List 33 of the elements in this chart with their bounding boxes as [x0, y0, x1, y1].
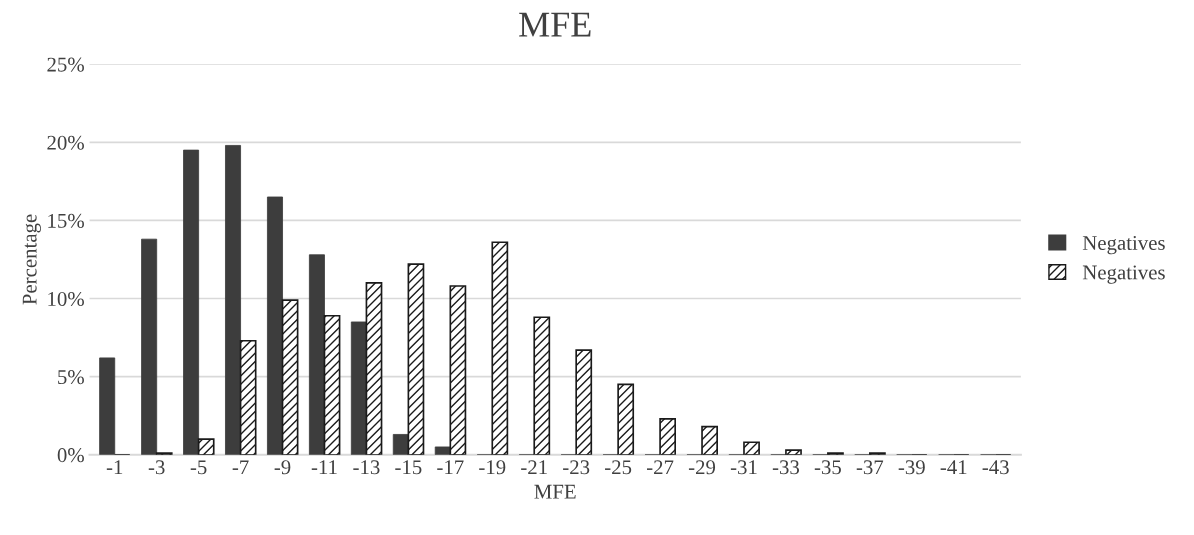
x-tick-label: -17	[437, 460, 464, 475]
x-tick-label: -35	[814, 460, 841, 475]
x-tick-label: -9	[274, 460, 291, 475]
x-tick-label: -25	[605, 460, 632, 475]
x-tick-label: -31	[730, 460, 757, 475]
x-tick-label: -15	[395, 460, 422, 475]
legend-label: Negatives	[1082, 235, 1165, 255]
y-tick-label: 0%	[57, 448, 84, 463]
x-tick-label: -41	[940, 460, 967, 475]
chart-title: MFE	[519, 12, 591, 37]
legend-label: Negatives	[1082, 265, 1165, 284]
x-tick-label: -3	[148, 460, 165, 475]
y-tick-label: 20%	[47, 135, 84, 150]
x-tick-label: -33	[772, 460, 800, 475]
y-axis-title: Percentage	[22, 214, 41, 305]
y-tick-label: 25%	[47, 57, 84, 72]
x-axis-title: MFE	[534, 484, 576, 499]
y-tick-label: 10%	[48, 291, 84, 307]
x-tick-label: -43	[982, 460, 1009, 475]
x-tick-label: -1	[106, 460, 123, 475]
y-tick-label: 15%	[48, 213, 84, 228]
x-tick-label: -37	[856, 460, 884, 475]
y-tick-label: 5%	[58, 370, 84, 385]
x-tick-label: -5	[190, 460, 207, 475]
x-tick-label: -23	[563, 460, 590, 475]
x-tick-label: -29	[688, 460, 716, 475]
x-tick-label: -21	[521, 460, 547, 475]
x-tick-label: -27	[646, 460, 674, 475]
x-tick-label: -11	[311, 460, 337, 475]
x-tick-label: -39	[898, 460, 925, 475]
x-tick-label: -13	[353, 460, 380, 475]
x-tick-label: -7	[232, 460, 249, 475]
x-tick-label: -19	[479, 460, 506, 475]
